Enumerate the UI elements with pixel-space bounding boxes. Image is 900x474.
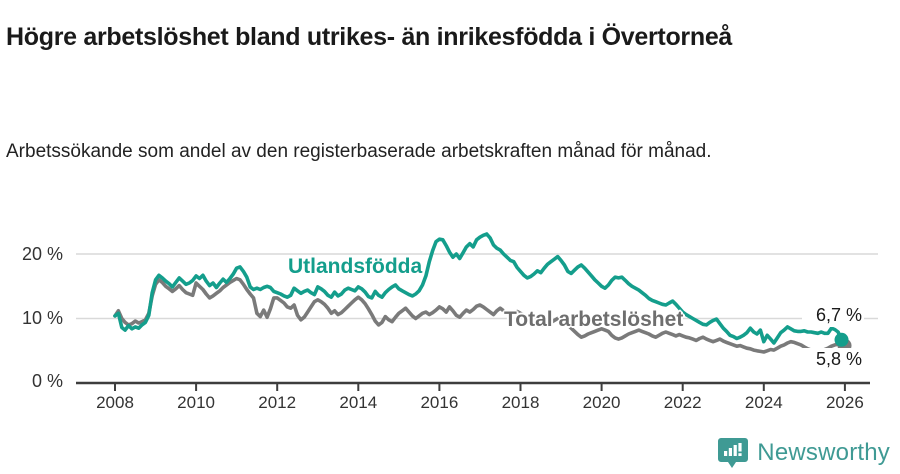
series-end-dot-utlandsfodda xyxy=(834,332,849,347)
end-value-label-utlandsfodda: 6,7 % xyxy=(802,304,864,327)
x-axis-label-2008: 2008 xyxy=(96,393,134,412)
x-axis-label-2010: 2010 xyxy=(177,393,215,412)
x-axis-label-2022: 2022 xyxy=(663,393,702,412)
y-axis-label-0: 0 % xyxy=(31,371,63,391)
series-label-utlandsfodda: Utlandsfödda xyxy=(288,255,423,278)
x-axis-label-2026: 2026 xyxy=(825,393,864,412)
series-label-total: Total arbetslöshet xyxy=(504,308,684,331)
x-axis-label-2012: 2012 xyxy=(258,393,297,412)
bar-chart-speech-bubble-icon xyxy=(718,437,749,468)
x-axis-label-2014: 2014 xyxy=(339,393,378,412)
y-axis-label-10: 10 % xyxy=(21,308,63,328)
x-axis-label-2020: 2020 xyxy=(582,393,621,412)
end-value-label-total: 5,8 % xyxy=(802,348,864,371)
page-subtitle: Arbetssökande som andel av den registerb… xyxy=(6,141,712,162)
series-line-total xyxy=(113,276,844,354)
brand-wordmark: Newsworthy xyxy=(757,439,890,466)
x-axis-label-2018: 2018 xyxy=(501,393,540,412)
x-axis-label-2016: 2016 xyxy=(420,393,459,412)
page-title: Högre arbetslöshet bland utrikes- än inr… xyxy=(6,22,733,51)
x-axis-label-2024: 2024 xyxy=(744,393,783,412)
y-axis-label-20: 20 % xyxy=(21,244,63,264)
brand-footer: Newsworthy xyxy=(717,436,890,470)
series-line-utlandsfodda xyxy=(113,232,844,345)
